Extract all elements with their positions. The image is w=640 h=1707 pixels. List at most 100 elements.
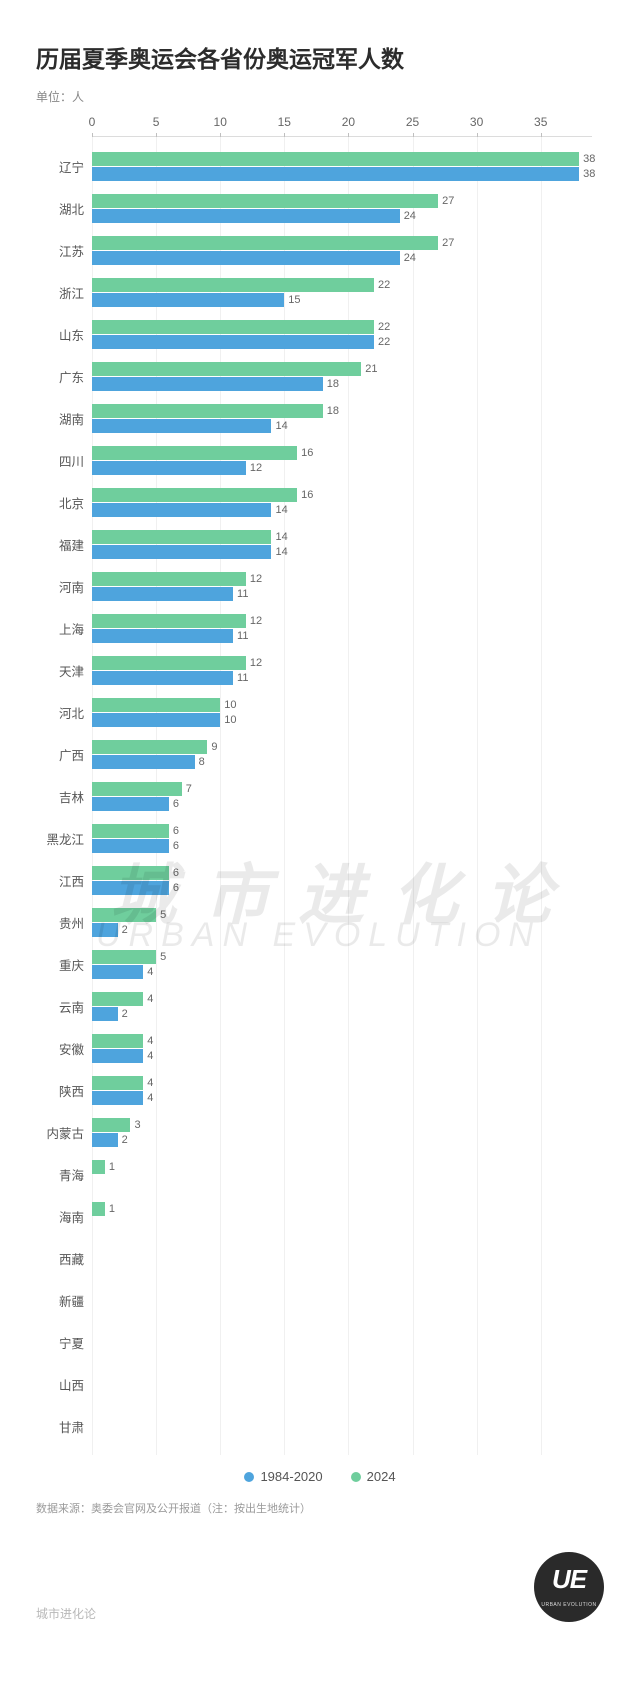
bar-1984-2020: 4 bbox=[92, 1049, 143, 1063]
bar-2024: 27 bbox=[92, 194, 438, 208]
chart-row: 湖北2724 bbox=[36, 187, 604, 229]
x-axis: 05101520253035 bbox=[92, 115, 592, 137]
row-bars: 1614 bbox=[92, 481, 604, 523]
bar-1984-2020: 18 bbox=[92, 377, 323, 391]
bar-2024: 4 bbox=[92, 1076, 143, 1090]
logo-main: UE bbox=[534, 1564, 604, 1595]
bar-value-label: 12 bbox=[250, 462, 262, 474]
chart-row: 湖南1814 bbox=[36, 397, 604, 439]
bar-value-label: 2 bbox=[122, 1134, 128, 1146]
bar-1984-2020: 2 bbox=[92, 1133, 118, 1147]
row-bars: 32 bbox=[92, 1111, 604, 1153]
bar-value-label: 6 bbox=[173, 840, 179, 852]
row-label: 广西 bbox=[36, 745, 92, 764]
row-label: 甘肃 bbox=[36, 1417, 92, 1436]
bar-1984-2020: 11 bbox=[92, 671, 233, 685]
axis-tick-label: 30 bbox=[470, 115, 483, 129]
bar-value-label: 4 bbox=[147, 1092, 153, 1104]
row-bars: 42 bbox=[92, 985, 604, 1027]
chart-row: 贵州52 bbox=[36, 901, 604, 943]
bar-1984-2020: 6 bbox=[92, 839, 169, 853]
row-label: 广东 bbox=[36, 367, 92, 386]
bar-value-label: 1 bbox=[109, 1161, 115, 1173]
row-bars: 1414 bbox=[92, 523, 604, 565]
row-bars: 54 bbox=[92, 943, 604, 985]
bar-value-label: 10 bbox=[224, 699, 236, 711]
source-caption: 数据来源：奥委会官网及公开报道（注：按出生地统计） bbox=[36, 1500, 604, 1516]
bar-value-label: 11 bbox=[237, 588, 248, 600]
chart-row: 河南1211 bbox=[36, 565, 604, 607]
row-label: 青海 bbox=[36, 1165, 92, 1184]
row-bars: 1 bbox=[92, 1195, 604, 1237]
legend: 1984-2020 2024 bbox=[36, 1469, 604, 1484]
bar-2024: 10 bbox=[92, 698, 220, 712]
chart-row: 天津 12 11 bbox=[36, 649, 604, 691]
row-bars: 52 bbox=[92, 901, 604, 943]
row-bars: 2724 bbox=[92, 187, 604, 229]
legend-item-1984-2020: 1984-2020 bbox=[244, 1469, 322, 1484]
bar-value-label: 27 bbox=[442, 237, 454, 249]
axis-tick-label: 0 bbox=[89, 115, 96, 129]
bar-value-label: 22 bbox=[378, 279, 390, 291]
row-label: 浙江 bbox=[36, 283, 92, 302]
bar-2024: 4 bbox=[92, 1034, 143, 1048]
bar-value-label: 1 bbox=[109, 1203, 115, 1215]
chart-row: 云南42 bbox=[36, 985, 604, 1027]
bar-value-label: 12 bbox=[250, 657, 262, 669]
brand-logo: UE URBAN EVOLUTION bbox=[534, 1552, 604, 1622]
row-label: 四川 bbox=[36, 451, 92, 470]
bar-value-label: 4 bbox=[147, 1077, 153, 1089]
bar-2024: 3 bbox=[92, 1118, 130, 1132]
row-bars: 44 bbox=[92, 1069, 604, 1111]
row-label: 陕西 bbox=[36, 1081, 92, 1100]
bar-value-label: 18 bbox=[327, 378, 339, 390]
bar-1984-2020: 6 bbox=[92, 881, 169, 895]
bar-2024: 1 bbox=[92, 1160, 105, 1174]
row-bars: 27 24 bbox=[92, 229, 604, 271]
row-bars: 76 bbox=[92, 775, 604, 817]
row-label: 西藏 bbox=[36, 1249, 92, 1268]
row-label: 天津 bbox=[36, 661, 92, 680]
row-bars bbox=[92, 1363, 604, 1405]
bar-value-label: 6 bbox=[173, 798, 179, 810]
bar-2024: 12 bbox=[92, 572, 246, 586]
bar-1984-2020: 22 bbox=[92, 335, 374, 349]
row-label: 新疆 bbox=[36, 1291, 92, 1310]
row-label: 辽宁 bbox=[36, 157, 92, 176]
row-bars: 2222 bbox=[92, 313, 604, 355]
axis-tick-label: 15 bbox=[278, 115, 291, 129]
chart-title: 历届夏季奥运会各省份奥运冠军人数 bbox=[36, 40, 604, 74]
bar-value-label: 4 bbox=[147, 966, 153, 978]
row-label: 北京 bbox=[36, 493, 92, 512]
row-label: 江西 bbox=[36, 871, 92, 890]
bar-1984-2020: 11 bbox=[92, 629, 233, 643]
chart-row: 山西 bbox=[36, 1363, 604, 1405]
bar-value-label: 24 bbox=[404, 252, 416, 264]
bar-1984-2020: 12 bbox=[92, 461, 246, 475]
row-label: 安徽 bbox=[36, 1039, 92, 1058]
row-label: 湖北 bbox=[36, 199, 92, 218]
chart-row: 新疆 bbox=[36, 1279, 604, 1321]
bar-value-label: 14 bbox=[275, 420, 287, 432]
bar-value-label: 12 bbox=[250, 615, 262, 627]
bar-2024: 16 bbox=[92, 446, 297, 460]
row-bars: 2118 bbox=[92, 355, 604, 397]
row-bars: 66 bbox=[92, 859, 604, 901]
bar-1984-2020: 15 bbox=[92, 293, 284, 307]
bar-1984-2020: 4 bbox=[92, 965, 143, 979]
bar-2024: 9 bbox=[92, 740, 207, 754]
row-label: 重庆 bbox=[36, 955, 92, 974]
row-bars: 1 bbox=[92, 1153, 604, 1195]
chart-row: 陕西44 bbox=[36, 1069, 604, 1111]
legend-swatch-icon bbox=[244, 1472, 254, 1482]
bar-value-label: 6 bbox=[173, 867, 179, 879]
bar-2024: 1 bbox=[92, 1202, 105, 1216]
bar-1984-2020: 6 bbox=[92, 797, 169, 811]
bar-2024: 12 bbox=[92, 614, 246, 628]
bar-1984-2020: 2 bbox=[92, 1007, 118, 1021]
row-label: 云南 bbox=[36, 997, 92, 1016]
bar-value-label: 11 bbox=[237, 630, 248, 642]
bar-value-label: 24 bbox=[404, 210, 416, 222]
bar-1984-2020: 4 bbox=[92, 1091, 143, 1105]
bar-value-label: 5 bbox=[160, 951, 166, 963]
